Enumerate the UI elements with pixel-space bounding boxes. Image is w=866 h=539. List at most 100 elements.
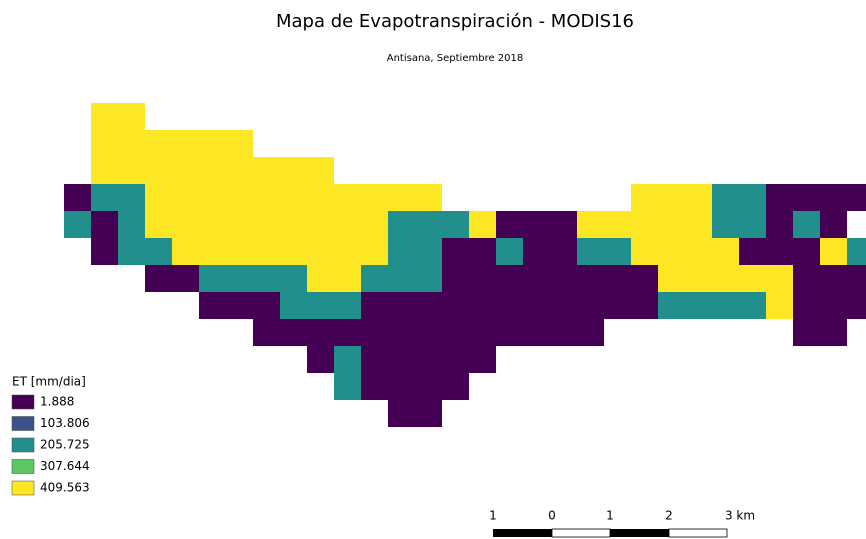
raster-cell: [739, 238, 766, 265]
raster-cell: [712, 238, 739, 265]
raster-cell: [91, 238, 118, 265]
raster-cell: [307, 292, 334, 319]
raster-cell: [577, 238, 604, 265]
raster-cell: [415, 319, 442, 346]
raster-cell: [226, 265, 253, 292]
raster-cell: [739, 265, 766, 292]
raster-cell: [226, 184, 253, 211]
raster-cell: [847, 238, 866, 265]
legend-label: 409.563: [40, 481, 90, 495]
raster-cell: [199, 157, 226, 184]
raster-cell: [469, 265, 496, 292]
raster-cell: [415, 292, 442, 319]
raster-cell: [469, 346, 496, 373]
scale-segment: [610, 529, 669, 537]
raster-cell: [442, 319, 469, 346]
raster-cell: [766, 292, 793, 319]
raster-cell: [91, 211, 118, 238]
raster-cell: [712, 292, 739, 319]
raster-cell: [307, 184, 334, 211]
raster-cell: [658, 211, 685, 238]
raster-cell: [334, 211, 361, 238]
raster-cell: [523, 211, 550, 238]
raster-cell: [334, 319, 361, 346]
raster-cell: [631, 292, 658, 319]
raster-cell: [199, 184, 226, 211]
raster-cell: [361, 292, 388, 319]
raster-cell: [631, 265, 658, 292]
raster-cell: [415, 184, 442, 211]
raster-cell: [307, 346, 334, 373]
raster-cell: [199, 211, 226, 238]
raster-cell: [550, 211, 577, 238]
raster-cell: [523, 319, 550, 346]
raster-cell: [685, 184, 712, 211]
raster-cell: [172, 265, 199, 292]
raster-cell: [685, 292, 712, 319]
raster-cell: [199, 238, 226, 265]
raster-cell: [577, 292, 604, 319]
raster-cell: [307, 319, 334, 346]
raster-cell: [712, 211, 739, 238]
raster-cell: [118, 211, 145, 238]
raster-cell: [415, 346, 442, 373]
raster-cell: [550, 238, 577, 265]
raster-cell: [631, 184, 658, 211]
raster-cell: [442, 373, 469, 400]
raster-cell: [415, 211, 442, 238]
raster-cell: [388, 211, 415, 238]
raster-cell: [793, 319, 820, 346]
raster-cell: [253, 184, 280, 211]
raster-cell: [280, 265, 307, 292]
raster-cell: [253, 292, 280, 319]
raster-cell: [280, 184, 307, 211]
raster-cell: [820, 184, 847, 211]
raster-cell: [361, 346, 388, 373]
raster-cell: [523, 265, 550, 292]
raster-cell: [496, 319, 523, 346]
raster-cell: [172, 238, 199, 265]
raster-cell: [253, 238, 280, 265]
raster-cell: [442, 346, 469, 373]
map-subtitle: Antisana, Septiembre 2018: [387, 53, 524, 64]
raster-cell: [469, 319, 496, 346]
raster-cell: [280, 238, 307, 265]
raster-cell: [793, 211, 820, 238]
raster-cell: [550, 265, 577, 292]
raster-cell: [658, 184, 685, 211]
raster-cell: [253, 265, 280, 292]
raster-cell: [739, 184, 766, 211]
scale-label: 3 km: [725, 509, 755, 523]
raster-cell: [793, 184, 820, 211]
map-title: Mapa de Evapotranspiración - MODIS16: [276, 11, 634, 32]
raster-cell: [820, 238, 847, 265]
raster-cell: [307, 265, 334, 292]
raster-cell: [442, 238, 469, 265]
raster-cell: [496, 292, 523, 319]
raster-cell: [766, 238, 793, 265]
raster-cell: [172, 130, 199, 157]
raster-cell: [577, 211, 604, 238]
raster-cell: [847, 292, 866, 319]
raster-cell: [388, 265, 415, 292]
scale-segment: [668, 528, 728, 538]
raster-cell: [253, 211, 280, 238]
scale-label: 1: [606, 509, 614, 523]
legend-swatch: [11, 437, 35, 453]
raster-cell: [226, 292, 253, 319]
raster-cell: [604, 211, 631, 238]
scale-label: 0: [548, 509, 556, 523]
raster-cell: [280, 157, 307, 184]
scale-segment: [493, 529, 552, 537]
raster-cell: [631, 211, 658, 238]
raster-cell: [361, 211, 388, 238]
raster-cell: [820, 292, 847, 319]
raster-cell: [172, 211, 199, 238]
raster-cell: [361, 238, 388, 265]
raster-cell: [118, 103, 145, 130]
raster-cell: [145, 184, 172, 211]
scale-label: 2: [665, 509, 673, 523]
raster: [64, 103, 866, 427]
raster-cell: [847, 184, 866, 211]
scale-bar: 1 0 1 2 3 km: [489, 509, 755, 538]
